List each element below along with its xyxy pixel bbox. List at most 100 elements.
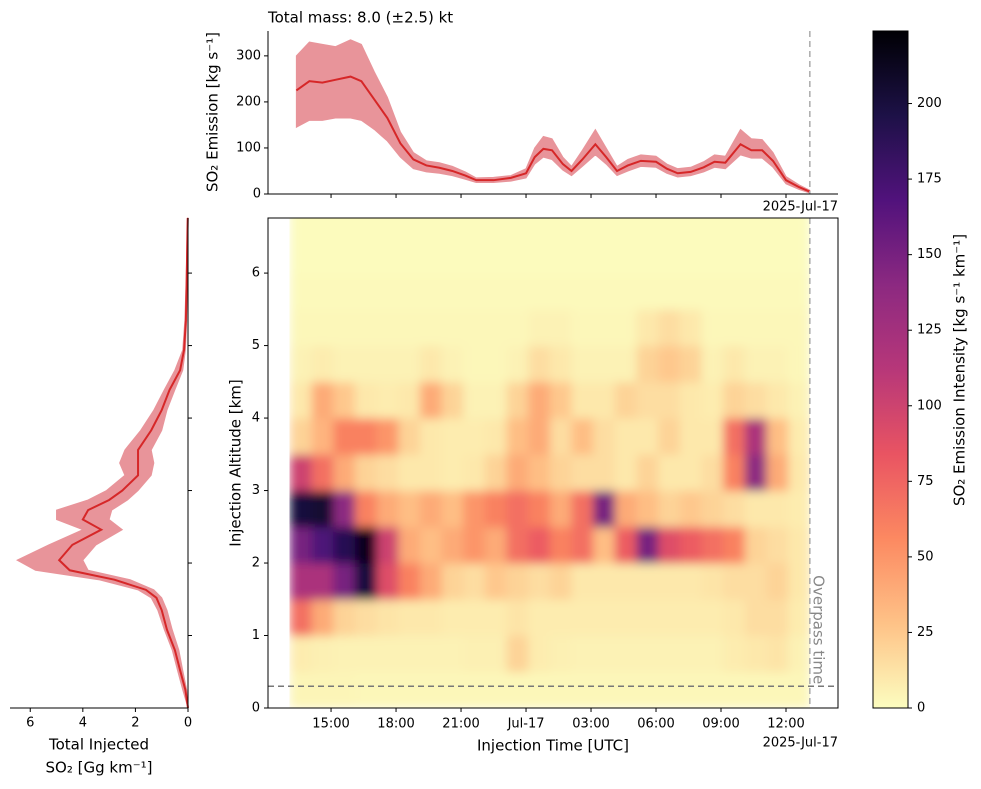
- heatmap-cell: [723, 635, 746, 673]
- heatmap-cell: [593, 563, 616, 600]
- heatmap-cell: [463, 381, 486, 419]
- heatmap-cell: [376, 490, 399, 528]
- heatmap-cell: [463, 418, 486, 455]
- heatmap-cell: [528, 218, 551, 238]
- y-tick-label: 0: [253, 187, 261, 202]
- heatmap-cell: [528, 236, 551, 274]
- heatmap-cell: [593, 599, 616, 637]
- y-tick-label: 1: [252, 628, 260, 643]
- heatmap-cell: [441, 454, 464, 492]
- heatmap-cell: [658, 236, 681, 274]
- heatmap-cell: [484, 635, 508, 673]
- heatmap-cell: [506, 218, 529, 238]
- heatmap-cell: [593, 309, 616, 347]
- heatmap-cell: [289, 490, 313, 528]
- heatmap-cell: [571, 273, 594, 310]
- heatmap-cell: [593, 381, 616, 419]
- heatmap-cell: [376, 635, 399, 673]
- heatmap-cell: [788, 526, 811, 564]
- heatmap-cell: [463, 218, 486, 238]
- heatmap-cell: [571, 526, 594, 564]
- heatmap-cell: [311, 454, 334, 492]
- heatmap-cell: [571, 454, 594, 492]
- heatmap-cell: [484, 381, 508, 419]
- heatmap-cell: [376, 671, 399, 708]
- heatmap-cells: [289, 218, 811, 708]
- heatmap-cell: [744, 218, 768, 238]
- heatmap-cell: [788, 563, 811, 600]
- heatmap-cell: [701, 599, 724, 637]
- heatmap-cell: [549, 345, 573, 383]
- heatmap-cell: [593, 454, 616, 492]
- heatmap-cell: [506, 309, 529, 347]
- heatmap-cell: [376, 381, 399, 419]
- emission-line: [295, 75, 811, 193]
- heatmap-cell: [766, 563, 789, 600]
- heatmap-cell: [333, 490, 356, 528]
- heatmap-cell: [636, 599, 659, 637]
- heatmap-cell: [484, 218, 508, 238]
- heatmap-cell: [398, 599, 421, 637]
- heatmap-cell: [398, 454, 421, 492]
- heatmap-cell: [333, 381, 356, 419]
- heatmap-cell: [419, 671, 443, 708]
- left-x-label: SO₂ [Gg km⁻¹]: [46, 759, 153, 777]
- heatmap-cell: [679, 309, 703, 347]
- heatmap-cell: [333, 526, 356, 564]
- x-tick-label: 06:00: [637, 717, 674, 732]
- heatmap-cell: [636, 236, 659, 274]
- heatmap-cell: [506, 526, 529, 564]
- heatmap-cell: [766, 599, 789, 637]
- y-tick-label: 4: [252, 411, 260, 426]
- heatmap-cell: [376, 454, 399, 492]
- heatmap-cell: [766, 418, 789, 455]
- colorbar-tick-label: 0: [917, 701, 925, 716]
- heatmap-cell: [658, 526, 681, 564]
- heatmap-cell: [549, 599, 573, 637]
- heatmap-cell: [658, 309, 681, 347]
- x-tick-label: 15:00: [312, 717, 349, 732]
- heatmap-cell: [571, 381, 594, 419]
- heatmap-cell: [463, 671, 486, 708]
- heatmap-cell: [549, 309, 573, 347]
- heatmap-cell: [744, 599, 768, 637]
- heatmap-cell: [679, 563, 703, 600]
- heatmap-cell: [354, 526, 378, 564]
- heatmap-cell: [614, 490, 638, 528]
- heatmap-cell: [333, 309, 356, 347]
- heatmap-cell: [744, 236, 768, 274]
- heatmap-cell: [571, 671, 594, 708]
- heatmap-cell: [463, 345, 486, 383]
- heatmap-cell: [614, 599, 638, 637]
- heatmap-cell: [679, 526, 703, 564]
- heatmap-cell: [506, 454, 529, 492]
- heatmap-cell: [636, 218, 659, 238]
- heatmap-cell: [441, 635, 464, 673]
- heatmap-cell: [679, 418, 703, 455]
- heatmap-cell: [528, 671, 551, 708]
- y-tick-label: 5: [252, 338, 260, 353]
- heatmap-cell: [398, 490, 421, 528]
- heatmap-cell: [311, 671, 334, 708]
- heatmap-cell: [571, 345, 594, 383]
- heatmap-cell: [679, 381, 703, 419]
- top-title: Total mass: 8.0 (±2.5) kt: [267, 9, 453, 27]
- heatmap-cell: [658, 273, 681, 310]
- heatmap-cell: [766, 381, 789, 419]
- heatmap-cell: [398, 345, 421, 383]
- heatmap-cell: [333, 418, 356, 455]
- heatmap-cell: [419, 454, 443, 492]
- heatmap-cell: [441, 381, 464, 419]
- colorbar-tick-label: 150: [917, 247, 942, 262]
- colorbar-tick-label: 50: [917, 549, 934, 564]
- heatmap-cell: [744, 381, 768, 419]
- heatmap-cell: [723, 599, 746, 637]
- heatmap-cell: [571, 635, 594, 673]
- heatmap-cell: [744, 309, 768, 347]
- heatmap-cell: [723, 563, 746, 600]
- heatmap-cell: [463, 236, 486, 274]
- x-tick-label: 6: [26, 716, 34, 731]
- heatmap-cell: [658, 454, 681, 492]
- heatmap-cell: [528, 309, 551, 347]
- heatmap-cell: [549, 218, 573, 238]
